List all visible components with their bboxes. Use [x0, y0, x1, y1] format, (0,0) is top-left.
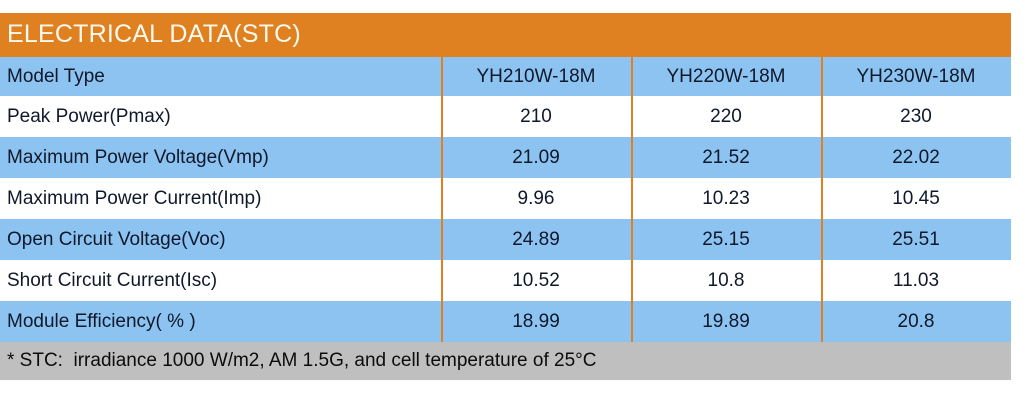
column-divider-1	[441, 57, 443, 96]
row-label: Module Efficiency( % )	[7, 310, 196, 332]
column-divider-1	[441, 260, 443, 301]
footnote-text: * STC: irradiance 1000 W/m2, AM 1.5G, an…	[7, 350, 597, 371]
column-divider-2	[631, 57, 633, 96]
column-divider-1	[441, 301, 443, 342]
row-label: Open Circuit Voltage(Voc)	[7, 228, 226, 250]
column-divider-3	[821, 137, 823, 178]
column-divider-1	[441, 137, 443, 178]
column-divider-3	[821, 57, 823, 96]
column-divider-1	[441, 219, 443, 260]
column-divider-2	[631, 219, 633, 260]
table-row: Open Circuit Voltage(Voc) 24.89 25.15 25…	[0, 219, 1011, 260]
table-row: Model Type YH210W-18M YH220W-18M YH230W-…	[0, 55, 1011, 96]
column-divider-2	[631, 260, 633, 301]
row-label: Peak Power(Pmax)	[7, 105, 171, 127]
cell-value: YH220W-18M	[666, 65, 786, 87]
table-footnote: * STC: irradiance 1000 W/m2, AM 1.5G, an…	[0, 342, 1011, 380]
column-divider-3	[821, 178, 823, 219]
cell-value: YH210W-18M	[476, 65, 596, 87]
page-title: ELECTRICAL DATA(STC)	[7, 19, 301, 48]
table-row: Maximum Power Voltage(Vmp) 21.09 21.52 2…	[0, 137, 1011, 178]
row-label: Maximum Power Voltage(Vmp)	[7, 146, 269, 168]
cell-value: 25.15	[702, 228, 750, 250]
cell-value: 220	[710, 105, 742, 127]
cell-value: 21.09	[512, 146, 560, 168]
cell-value: 11.03	[892, 269, 940, 291]
table-row: Short Circuit Current(Isc) 10.52 10.8 11…	[0, 260, 1011, 301]
cell-value: YH230W-18M	[856, 65, 976, 87]
row-label: Model Type	[7, 65, 105, 87]
table-title-bar: ELECTRICAL DATA(STC)	[0, 13, 1011, 55]
column-divider-2	[631, 96, 633, 137]
column-divider-1	[441, 178, 443, 219]
cell-value: 21.52	[702, 146, 750, 168]
cell-value: 10.45	[892, 187, 940, 209]
column-divider-2	[631, 137, 633, 178]
cell-value: 10.52	[512, 269, 560, 291]
electrical-data-table: ELECTRICAL DATA(STC) Model Type YH210W-1…	[0, 13, 1011, 388]
cell-value: 210	[520, 105, 552, 127]
row-label: Maximum Power Current(Imp)	[7, 187, 262, 209]
cell-value: 25.51	[892, 228, 940, 250]
column-divider-3	[821, 260, 823, 301]
cell-value: 22.02	[892, 146, 940, 168]
column-divider-2	[631, 301, 633, 342]
cell-value: 230	[900, 105, 932, 127]
row-label: Short Circuit Current(Isc)	[7, 269, 218, 291]
cell-value: 10.8	[707, 269, 745, 291]
cell-value: 19.89	[702, 310, 750, 332]
table-row: Module Efficiency( % ) 18.99 19.89 20.8	[0, 301, 1011, 342]
column-divider-3	[821, 301, 823, 342]
table-row: Maximum Power Current(Imp) 9.96 10.23 10…	[0, 178, 1011, 219]
table-row: Peak Power(Pmax) 210 220 230	[0, 96, 1011, 137]
column-divider-3	[821, 96, 823, 137]
cell-value: 10.23	[702, 187, 750, 209]
cell-value: 18.99	[512, 310, 560, 332]
cell-value: 9.96	[517, 187, 555, 209]
column-divider-1	[441, 96, 443, 137]
cell-value: 20.8	[897, 310, 935, 332]
column-divider-3	[821, 219, 823, 260]
cell-value: 24.89	[512, 228, 560, 250]
column-divider-2	[631, 178, 633, 219]
